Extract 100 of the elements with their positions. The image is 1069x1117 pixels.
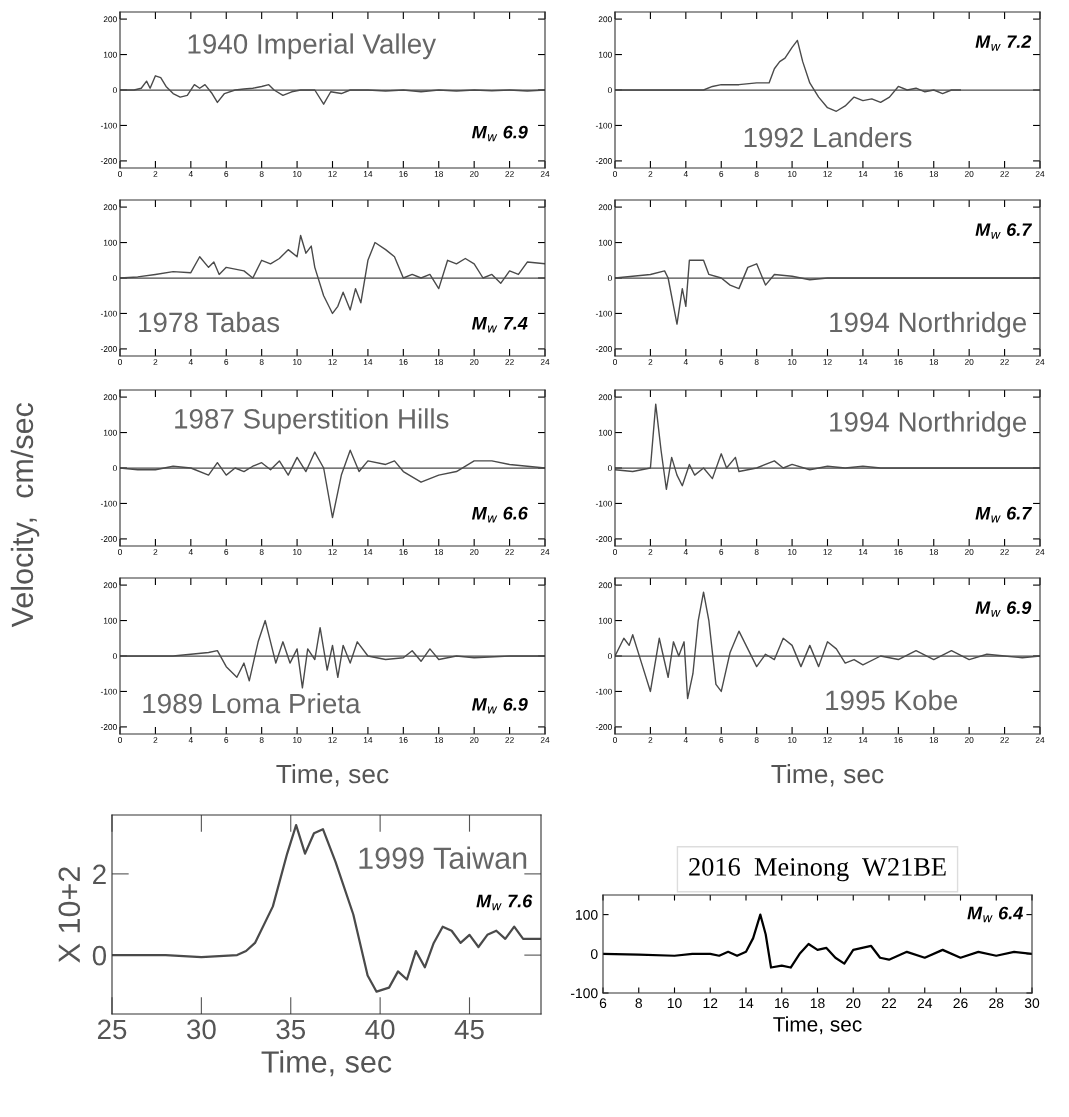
x-tick-label: 14 <box>739 998 754 1008</box>
x-tick-label: 0 <box>118 737 122 743</box>
x-tick-label: 22 <box>1000 359 1009 365</box>
x-tick-label: 12 <box>328 359 337 365</box>
x-tick-label: 12 <box>823 171 832 177</box>
y-tick-label: -200 <box>595 536 612 543</box>
x-tick-label: 12 <box>703 998 718 1008</box>
text: 1994 Northridge <box>830 411 1027 438</box>
x-tick-label: 26 <box>953 998 968 1009</box>
x-tick-label: 22 <box>505 359 514 365</box>
x-tick-label: 14 <box>858 171 868 177</box>
x-tick-label: 6 <box>719 359 724 365</box>
y-tick-label: -100 <box>100 122 117 129</box>
x-tick-label: 6 <box>224 737 229 743</box>
y-tick-label: 0 <box>112 465 117 472</box>
y-tick-label: 200 <box>598 394 612 401</box>
text: 1987 Superstition Hills <box>175 408 449 435</box>
y-tick-label: 0 <box>607 275 612 282</box>
y-tick-label: 100 <box>103 429 117 436</box>
x-tick-label: 6 <box>719 171 724 177</box>
x-tick-label: 24 <box>1035 171 1045 177</box>
y-tick-label: 0 <box>92 945 107 966</box>
x-tick-label: 2 <box>153 737 158 743</box>
y-tick-label: -200 <box>595 158 612 165</box>
y-tick-label: -200 <box>595 724 612 731</box>
x-tick-label: 24 <box>1035 737 1045 743</box>
x-tick-label: 4 <box>683 549 688 555</box>
x-tick-label: 20 <box>964 549 974 555</box>
y-tick-label: 0 <box>112 87 117 94</box>
x-tick-label: 20 <box>964 171 974 177</box>
x-tick-label: 18 <box>929 171 939 177</box>
x-tick-label: 22 <box>505 549 514 555</box>
x-tick-label: 24 <box>540 171 550 177</box>
y-tick-label: 200 <box>598 204 612 211</box>
x-tick-label: 2 <box>153 359 158 365</box>
x-tick-label: 14 <box>363 737 373 743</box>
y-tick-label: 100 <box>103 617 117 624</box>
annotation: M$_{w}$ 6.9 <box>471 125 528 142</box>
x-tick-label: 12 <box>823 549 832 555</box>
x-tick-label: 24 <box>917 998 933 1008</box>
x-tick-label: 20 <box>469 359 479 365</box>
x-tick-label: 4 <box>683 171 688 177</box>
x-tick-label: 2 <box>648 549 653 555</box>
x-tick-label: 10 <box>788 171 797 177</box>
y-tick-label: 200 <box>598 582 612 589</box>
y-tick-label: 100 <box>103 51 117 58</box>
x-tick-label: 20 <box>469 171 479 177</box>
x-tick-label: 45 <box>454 1019 484 1040</box>
y-tick-label: 100 <box>598 617 612 624</box>
y-tick-label: -100 <box>595 310 612 317</box>
y-tick-label: 0 <box>607 653 612 660</box>
x-tick-label: 2 <box>648 359 653 365</box>
y-tick-label: 0 <box>607 465 612 472</box>
x-tick-label: 16 <box>399 359 408 365</box>
x-tick-label: 20 <box>469 737 479 743</box>
x-tick-label: 10 <box>788 737 797 743</box>
x-tick-label: 0 <box>613 171 617 177</box>
x-tick-label: 8 <box>754 549 759 555</box>
x-tick-label: 6 <box>719 549 724 555</box>
y-tick-label: 0 <box>590 949 598 959</box>
x-tick-label: 10 <box>293 549 302 555</box>
y-tick-label: -100 <box>595 500 612 507</box>
y-tick-label: -200 <box>100 346 117 353</box>
y-tick-label: 200 <box>103 204 117 211</box>
x-tick-label: 24 <box>540 549 550 555</box>
x-tick-label: 16 <box>894 359 903 365</box>
y-tick-label: -100 <box>595 122 612 129</box>
y-tick-label: 200 <box>103 16 117 23</box>
x-tick-label: 10 <box>667 998 682 1009</box>
x-tick-label: 14 <box>363 549 373 555</box>
x-tick-label: 4 <box>188 549 193 555</box>
x-tick-label: 10 <box>788 549 797 555</box>
x-tick-label: 4 <box>683 737 688 743</box>
y-tick-label: 100 <box>598 429 612 436</box>
x-tick-label: 16 <box>894 549 903 555</box>
x-tick-label: 16 <box>399 171 408 177</box>
x-tick-label: 30 <box>1024 998 1040 1009</box>
annotation: M$_{w}$ 7.4 <box>471 317 528 333</box>
y-axis-title: X 10+2 <box>58 867 81 963</box>
x-axis-title: Time, sec <box>261 1050 392 1077</box>
text: 1978 Tabas <box>139 311 280 333</box>
x-tick-label: 16 <box>894 737 903 743</box>
x-tick-label: 20 <box>964 737 974 743</box>
x-tick-label: 8 <box>259 549 264 555</box>
x-tick-label: 22 <box>505 737 514 743</box>
x-tick-label: 14 <box>363 171 373 177</box>
x-tick-label: 14 <box>858 737 868 743</box>
text: 1992 Landers <box>744 126 912 148</box>
y-tick-label: 0 <box>112 275 117 282</box>
x-tick-label: 4 <box>188 737 193 743</box>
y-tick-label: 200 <box>598 16 612 23</box>
x-tick-label: 8 <box>259 359 264 365</box>
y-tick-label: -200 <box>100 158 117 165</box>
x-tick-label: 4 <box>188 359 193 365</box>
x-tick-label: 6 <box>599 998 607 1009</box>
y-tick-label: -100 <box>100 310 117 317</box>
x-tick-label: 0 <box>613 737 617 743</box>
y-tick-label: -100 <box>595 688 612 695</box>
y-tick-label: 100 <box>576 909 598 920</box>
text: 1999 Taiwan <box>359 846 527 869</box>
